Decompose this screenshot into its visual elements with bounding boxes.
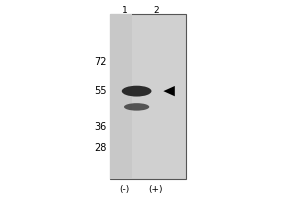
Text: (+): (+): [149, 185, 163, 194]
Text: 2: 2: [153, 6, 159, 15]
Text: 36: 36: [95, 122, 107, 132]
Bar: [110, 14, 186, 179]
Text: 72: 72: [94, 57, 107, 67]
Text: 28: 28: [94, 143, 107, 153]
Text: 55: 55: [94, 86, 107, 96]
Text: 1: 1: [122, 6, 128, 15]
Text: (-): (-): [120, 185, 130, 194]
Ellipse shape: [124, 103, 149, 111]
Bar: [110, 14, 132, 179]
Ellipse shape: [122, 86, 152, 97]
Polygon shape: [164, 86, 175, 96]
